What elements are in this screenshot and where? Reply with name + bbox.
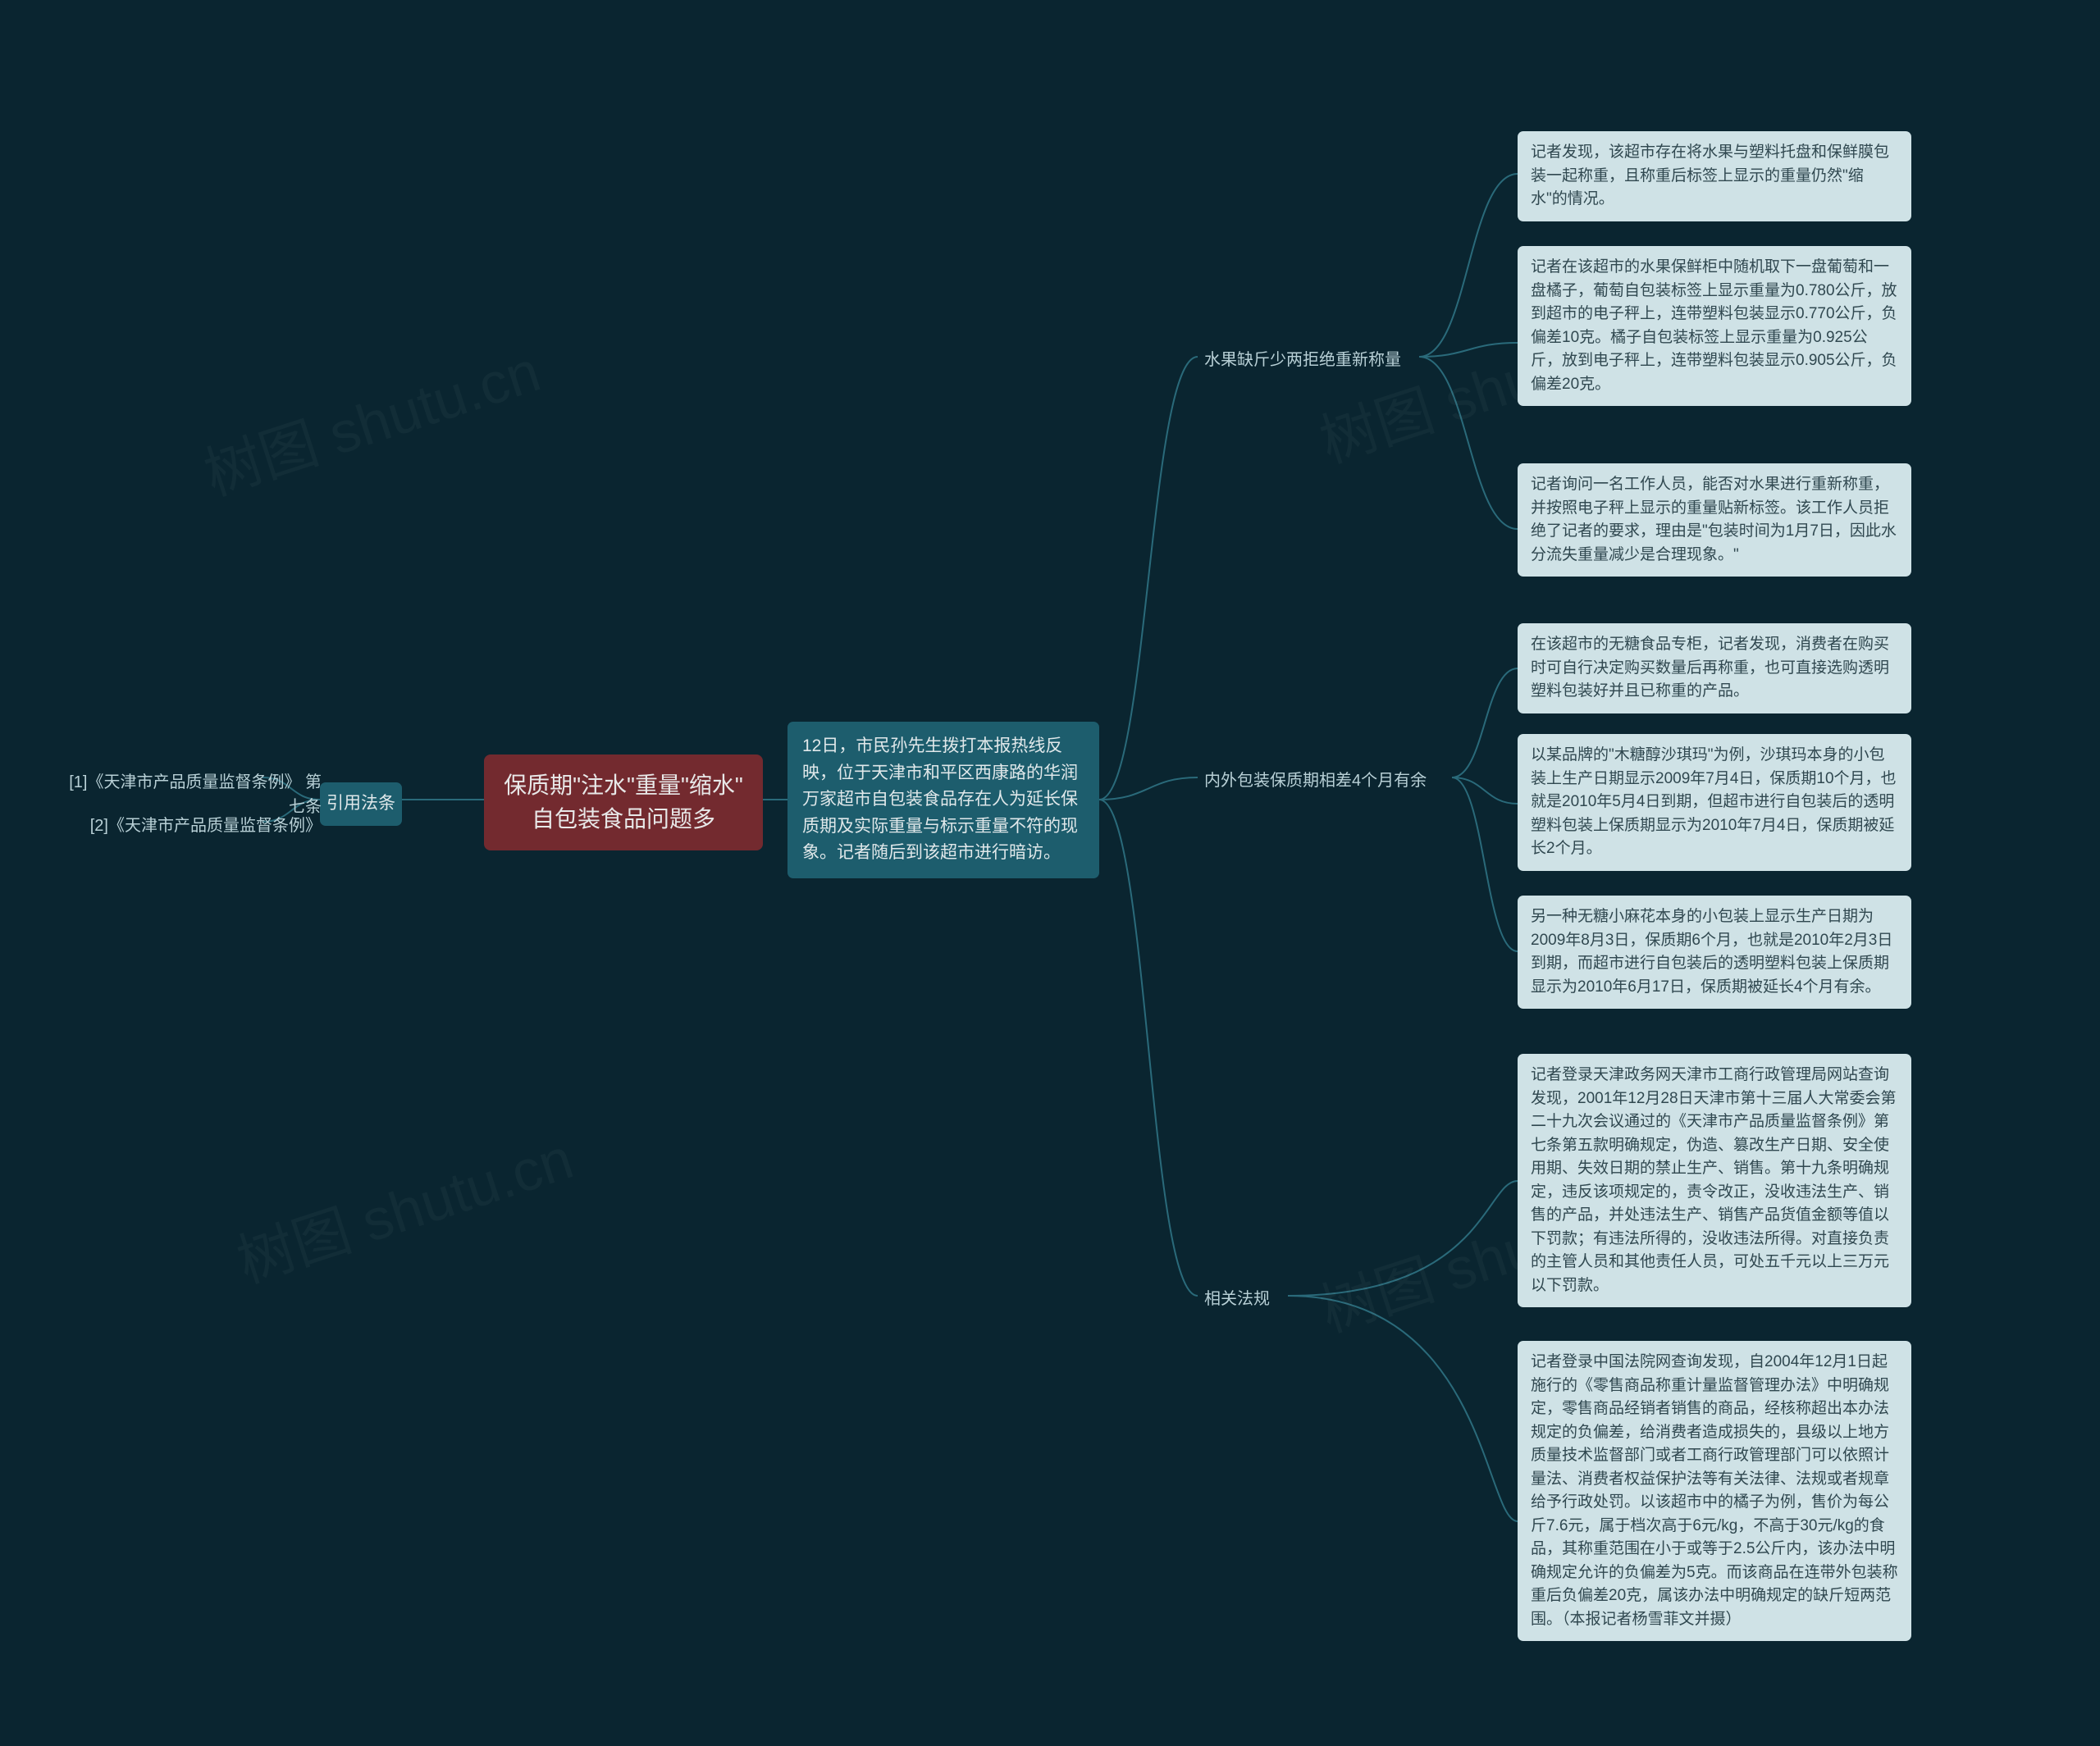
section-fruit-title[interactable]: 水果缺斤少两拒绝重新称量 [1198,344,1427,376]
leaf-3-2-text: 记者登录中国法院网查询发现，自2004年12月1日起施行的《零售商品称重计量监督… [1531,1353,1898,1628]
leaf-fruit-3[interactable]: 记者询问一名工作人员，能否对水果进行重新称重，并按照电子秤上显示的重量贴新标签。… [1518,463,1911,577]
section-2-label: 内外包装保质期相差4个月有余 [1204,772,1427,790]
section-expiry-title[interactable]: 内外包装保质期相差4个月有余 [1198,765,1460,796]
leaf-2-1-text: 在该超市的无糖食品专柜，记者发现，消费者在购买时可自行决定购买数量后再称重，也可… [1531,636,1889,700]
watermark: 树图 shutu.cn [226,1113,582,1299]
leaf-1-3-text: 记者询问一名工作人员，能否对水果进行重新称重，并按照电子秤上显示的重量贴新标签。… [1531,476,1897,563]
leaf-fruit-1[interactable]: 记者发现，该超市存在将水果与塑料托盘和保鲜膜包装一起称重，且称重后标签上显示的重… [1518,131,1911,221]
leaf-2-2-text: 以某品牌的"木糖醇沙琪玛"为例，沙琪玛本身的小包装上生产日期显示2009年7月4… [1531,746,1897,857]
leaf-law-1[interactable]: 记者登录天津政务网天津市工商行政管理局网站查询发现，2001年12月28日天津市… [1518,1054,1911,1307]
citation-item-2[interactable]: [2]《天津市产品质量监督条例》 [49,810,328,841]
leaf-expiry-2[interactable]: 以某品牌的"木糖醇沙琪玛"为例，沙琪玛本身的小包装上生产日期显示2009年7月4… [1518,734,1911,871]
leaf-2-3-text: 另一种无糖小麻花本身的小包装上显示生产日期为2009年8月3日，保质期6个月，也… [1531,908,1892,996]
branch-citations[interactable]: 引用法条 [320,782,402,826]
leaf-expiry-1[interactable]: 在该超市的无糖食品专柜，记者发现，消费者在购买时可自行决定购买数量后再称重，也可… [1518,623,1911,713]
section-3-label: 相关法规 [1204,1290,1270,1308]
watermark: 树图 shutu.cn [193,326,550,512]
leaf-3-1-text: 记者登录天津政务网天津市工商行政管理局网站查询发现，2001年12月28日天津市… [1531,1066,1897,1294]
root-label: 保质期"注水"重量"缩水" 自包装食品问题多 [504,773,743,832]
intro-text: 12日，市民孙先生拨打本报热线反映，位于天津市和平区西康路的华润万家超市自包装食… [802,736,1078,862]
leaf-fruit-2[interactable]: 记者在该超市的水果保鲜柜中随机取下一盘葡萄和一盘橘子，葡萄自包装标签上显示重量为… [1518,246,1911,406]
section-1-label: 水果缺斤少两拒绝重新称量 [1204,351,1401,369]
leaf-1-2-text: 记者在该超市的水果保鲜柜中随机取下一盘葡萄和一盘橘子，葡萄自包装标签上显示重量为… [1531,258,1897,393]
leaf-expiry-3[interactable]: 另一种无糖小麻花本身的小包装上显示生产日期为2009年8月3日，保质期6个月，也… [1518,896,1911,1009]
citation-2-label: [2]《天津市产品质量监督条例》 [90,817,322,835]
leaf-law-2[interactable]: 记者登录中国法院网查询发现，自2004年12月1日起施行的《零售商品称重计量监督… [1518,1341,1911,1641]
branch-citations-label: 引用法条 [326,794,395,813]
leaf-1-1-text: 记者发现，该超市存在将水果与塑料托盘和保鲜膜包装一起称重，且称重后标签上显示的重… [1531,144,1889,207]
intro-node[interactable]: 12日，市民孙先生拨打本报热线反映，位于天津市和平区西康路的华润万家超市自包装食… [788,722,1099,878]
root-node[interactable]: 保质期"注水"重量"缩水" 自包装食品问题多 [484,754,763,850]
section-law-title[interactable]: 相关法规 [1198,1283,1296,1315]
